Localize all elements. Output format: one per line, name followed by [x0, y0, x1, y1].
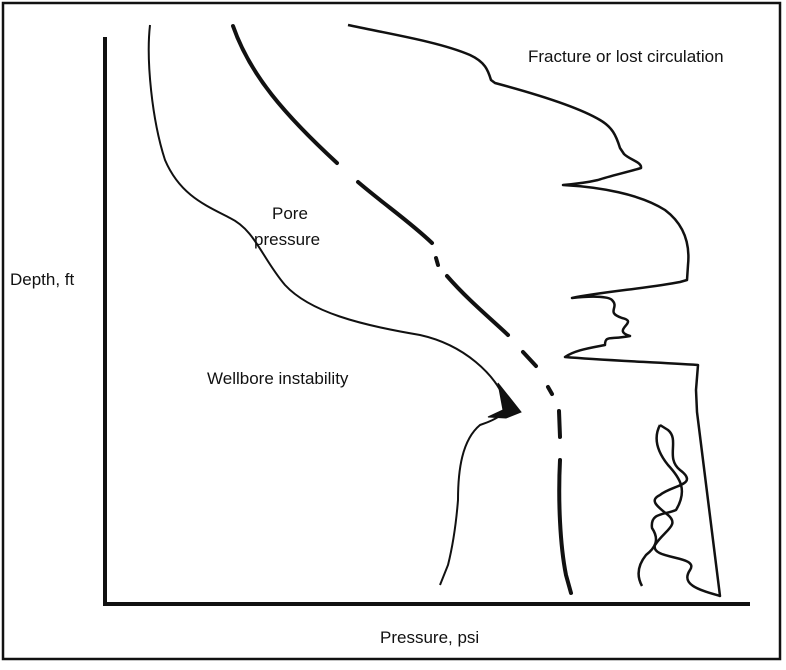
pore-pressure-lower-line	[557, 458, 573, 595]
fracture-label: Fracture or lost circulation	[528, 47, 724, 66]
pore-pressure-curve	[231, 24, 339, 165]
fracture-gradient-curve	[347, 23, 722, 598]
figure-border	[1, 1, 782, 661]
pore-pressure-label-line2: pressure	[254, 230, 320, 249]
pore-pressure-dash-1	[356, 180, 434, 245]
wellbore-instability-curve	[147, 24, 508, 586]
pore-pressure-label-line1: Pore	[272, 204, 308, 223]
x-axis-label: Pressure, psi	[380, 628, 479, 647]
pore-pressure-dash-3	[445, 274, 510, 337]
y-axis-label: Depth, ft	[10, 270, 75, 289]
wellbore-instability-tip	[487, 382, 522, 419]
pore-pressure-dash-4	[521, 350, 538, 368]
pore-pressure-dash-5	[546, 385, 554, 396]
pore-pressure-dash-2	[434, 256, 440, 267]
fracture-gradient-curve-lower	[637, 424, 684, 587]
wellbore-instability-label: Wellbore instability	[207, 369, 349, 388]
pore-pressure-dash-6	[557, 409, 562, 439]
